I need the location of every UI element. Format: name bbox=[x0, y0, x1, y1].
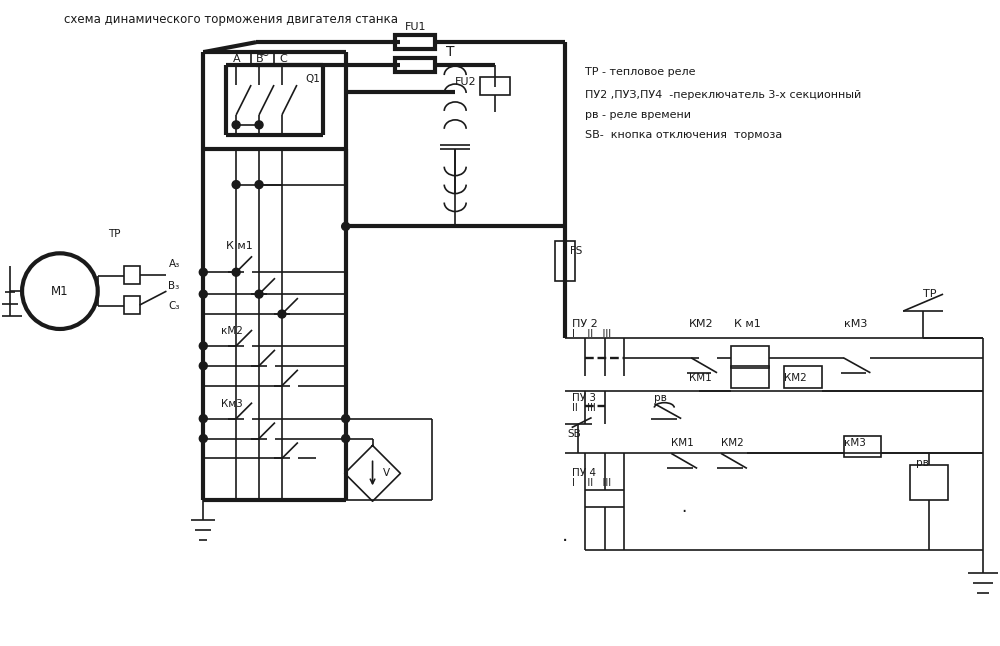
Text: рв: рв bbox=[916, 459, 929, 468]
Text: ПУ 3: ПУ 3 bbox=[572, 393, 596, 402]
Bar bbox=[844, 435, 881, 457]
Text: КМ2: КМ2 bbox=[784, 373, 807, 383]
Text: ~: ~ bbox=[259, 48, 270, 61]
Text: В₃: В₃ bbox=[168, 281, 180, 291]
Text: С₃: С₃ bbox=[168, 301, 180, 311]
Bar bbox=[784, 366, 822, 388]
Bar bbox=[480, 77, 510, 95]
Bar bbox=[124, 266, 140, 284]
Circle shape bbox=[199, 290, 207, 298]
Text: рв: рв bbox=[654, 393, 667, 402]
Text: кМ3: кМ3 bbox=[844, 319, 867, 329]
Text: A: A bbox=[233, 54, 241, 64]
Text: Км3: Км3 bbox=[221, 399, 243, 409]
Text: II   III: II III bbox=[572, 402, 595, 413]
Text: В: В bbox=[256, 54, 264, 64]
Bar bbox=[731, 366, 769, 388]
Circle shape bbox=[199, 415, 207, 422]
Text: кМ3: кМ3 bbox=[844, 439, 865, 448]
Circle shape bbox=[232, 181, 240, 189]
Text: .: . bbox=[682, 498, 687, 516]
Text: К м1: К м1 bbox=[734, 319, 761, 329]
Text: КМ2: КМ2 bbox=[689, 319, 714, 329]
Circle shape bbox=[278, 310, 286, 318]
Text: SB: SB bbox=[568, 428, 581, 439]
Text: Q1: Q1 bbox=[306, 74, 321, 84]
Circle shape bbox=[199, 362, 207, 370]
Bar bbox=[395, 36, 435, 49]
Text: кМ2: кМ2 bbox=[221, 326, 243, 336]
Text: I    II   III: I II III bbox=[572, 478, 611, 488]
Text: К м1: К м1 bbox=[226, 242, 253, 251]
Circle shape bbox=[342, 415, 350, 422]
Circle shape bbox=[342, 222, 350, 231]
Text: М1: М1 bbox=[51, 285, 69, 298]
Text: А₃: А₃ bbox=[168, 259, 180, 269]
Text: I    II   III: I II III bbox=[572, 329, 611, 339]
Text: ПУ 4: ПУ 4 bbox=[572, 468, 596, 478]
Bar bbox=[124, 296, 140, 314]
Text: КМ1: КМ1 bbox=[689, 373, 712, 383]
Circle shape bbox=[255, 181, 263, 189]
Bar bbox=[731, 346, 769, 368]
Text: ТР: ТР bbox=[108, 229, 120, 240]
Circle shape bbox=[342, 435, 350, 443]
Circle shape bbox=[232, 121, 240, 129]
Text: C: C bbox=[279, 54, 287, 64]
Text: FU2: FU2 bbox=[455, 77, 477, 87]
Text: T: T bbox=[446, 45, 454, 59]
Text: V: V bbox=[383, 468, 390, 478]
Text: схема динамического торможения двигателя станка: схема динамического торможения двигателя… bbox=[64, 13, 398, 26]
Text: ТР - тепловое реле: ТР - тепловое реле bbox=[585, 67, 695, 77]
Bar bbox=[910, 465, 948, 500]
Circle shape bbox=[255, 290, 263, 298]
Circle shape bbox=[232, 268, 240, 276]
Circle shape bbox=[255, 121, 263, 129]
Text: .: . bbox=[562, 526, 568, 545]
Text: FU1: FU1 bbox=[405, 22, 426, 32]
Text: FS: FS bbox=[570, 246, 582, 256]
Text: ПУ 2: ПУ 2 bbox=[572, 319, 597, 329]
Circle shape bbox=[199, 435, 207, 443]
Text: SB-  кнопка отключения  тормоза: SB- кнопка отключения тормоза bbox=[585, 130, 782, 140]
Text: ПУ2 ,ПУЗ,ПУ4  -переключатель 3-х секционный: ПУ2 ,ПУЗ,ПУ4 -переключатель 3-х секционн… bbox=[585, 90, 861, 100]
Bar bbox=[395, 58, 435, 72]
Text: КМ2: КМ2 bbox=[721, 439, 744, 448]
Text: ТР: ТР bbox=[923, 289, 937, 299]
Text: рв - реле времени: рв - реле времени bbox=[585, 110, 691, 120]
Circle shape bbox=[199, 268, 207, 276]
Bar bbox=[555, 242, 575, 281]
Circle shape bbox=[199, 342, 207, 350]
Text: КМ1: КМ1 bbox=[671, 439, 694, 448]
